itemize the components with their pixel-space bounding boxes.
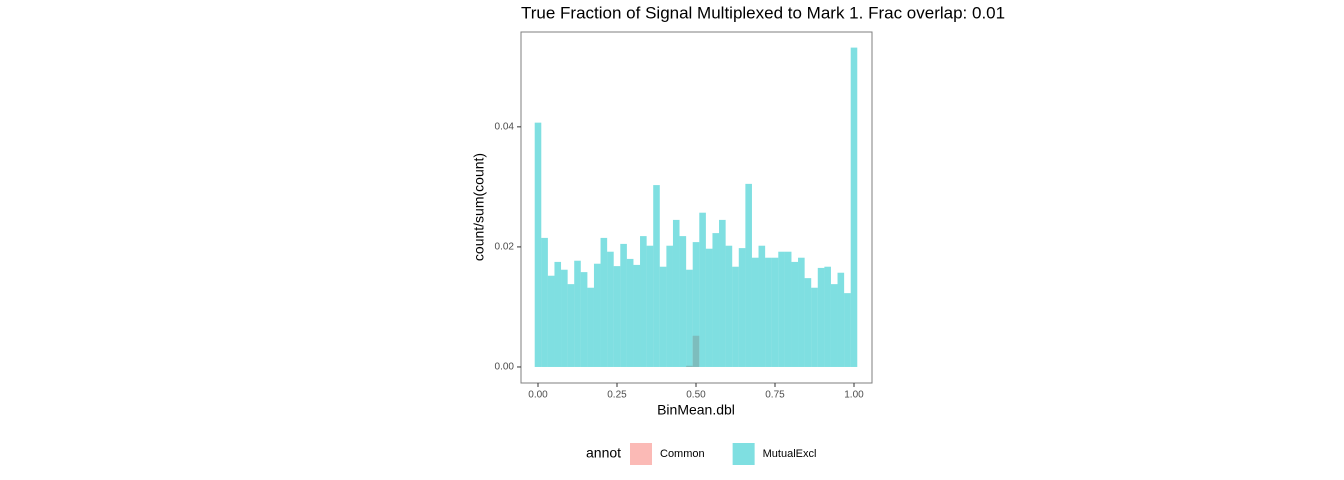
histogram-bar bbox=[686, 269, 693, 367]
histogram-bar bbox=[600, 237, 608, 367]
y-tick-label: 0.00 bbox=[495, 362, 515, 373]
histogram-bar bbox=[659, 266, 667, 367]
histogram-bar bbox=[633, 264, 641, 367]
y-tick-label: 0.02 bbox=[495, 242, 515, 253]
x-tick-label: 0.75 bbox=[765, 390, 785, 401]
histogram-bar bbox=[837, 272, 845, 367]
histogram-bar bbox=[574, 260, 581, 367]
histogram-bar bbox=[824, 266, 831, 367]
histogram-bar bbox=[784, 251, 792, 367]
histogram-bar bbox=[811, 287, 818, 367]
histogram-bar bbox=[817, 267, 825, 367]
legend-label: Common bbox=[660, 448, 705, 460]
histogram-bar bbox=[771, 257, 779, 367]
histogram-bar bbox=[554, 261, 562, 367]
histogram-bar bbox=[567, 284, 575, 367]
histogram-bar bbox=[765, 257, 772, 367]
legend-swatch bbox=[630, 443, 652, 465]
legend-swatch bbox=[732, 443, 755, 465]
histogram-bar bbox=[613, 266, 621, 367]
histogram-bar bbox=[607, 251, 614, 367]
histogram-bar bbox=[626, 258, 634, 367]
histogram-bar bbox=[699, 212, 706, 367]
histogram-bar bbox=[850, 47, 858, 367]
x-tick-label: 0.25 bbox=[607, 390, 627, 401]
histogram-bar bbox=[640, 236, 647, 367]
panel-border bbox=[520, 31, 873, 384]
histogram-bar bbox=[732, 266, 739, 367]
histogram-bar bbox=[561, 269, 568, 367]
x-axis-label: BinMean.dbl bbox=[657, 402, 735, 418]
histogram-bar bbox=[666, 245, 673, 367]
histogram-bar bbox=[679, 236, 687, 367]
histogram-bar bbox=[798, 257, 805, 367]
histogram-bar bbox=[778, 251, 785, 367]
histogram-bar bbox=[705, 248, 713, 367]
histogram-bar bbox=[844, 293, 851, 367]
x-tick-label: 0.50 bbox=[686, 390, 706, 401]
histogram-bar bbox=[725, 245, 733, 367]
histogram-bar bbox=[830, 284, 838, 367]
histogram-bar bbox=[692, 242, 700, 367]
histogram-bar bbox=[653, 185, 660, 367]
histogram-bar bbox=[620, 243, 627, 367]
histogram-bar bbox=[672, 219, 680, 367]
y-axis-label: count/sum(count) bbox=[471, 153, 487, 261]
legend-title: annot bbox=[586, 445, 621, 461]
legend-label: MutualExcl bbox=[763, 448, 817, 460]
histogram-bar bbox=[751, 257, 759, 367]
histogram-bar bbox=[541, 237, 548, 367]
y-tick-label: 0.04 bbox=[495, 121, 515, 132]
histogram-bar bbox=[791, 261, 799, 367]
histogram-bar bbox=[738, 248, 746, 367]
x-tick-label: 0.00 bbox=[528, 390, 548, 401]
histogram-bar bbox=[745, 183, 752, 367]
histogram-bar bbox=[587, 287, 594, 367]
histogram-bar bbox=[804, 278, 812, 367]
histogram-bar bbox=[580, 272, 588, 367]
histogram-bar bbox=[534, 122, 542, 367]
chart-title: True Fraction of Signal Multiplexed to M… bbox=[521, 3, 1005, 22]
histogram-bar bbox=[758, 245, 766, 367]
histogram-bar bbox=[593, 263, 601, 367]
histogram-bar bbox=[646, 245, 654, 367]
histogram-bar bbox=[547, 275, 555, 367]
x-tick-label: 1.00 bbox=[844, 390, 864, 401]
histogram-bar bbox=[712, 233, 720, 367]
histogram-bar bbox=[719, 219, 726, 367]
